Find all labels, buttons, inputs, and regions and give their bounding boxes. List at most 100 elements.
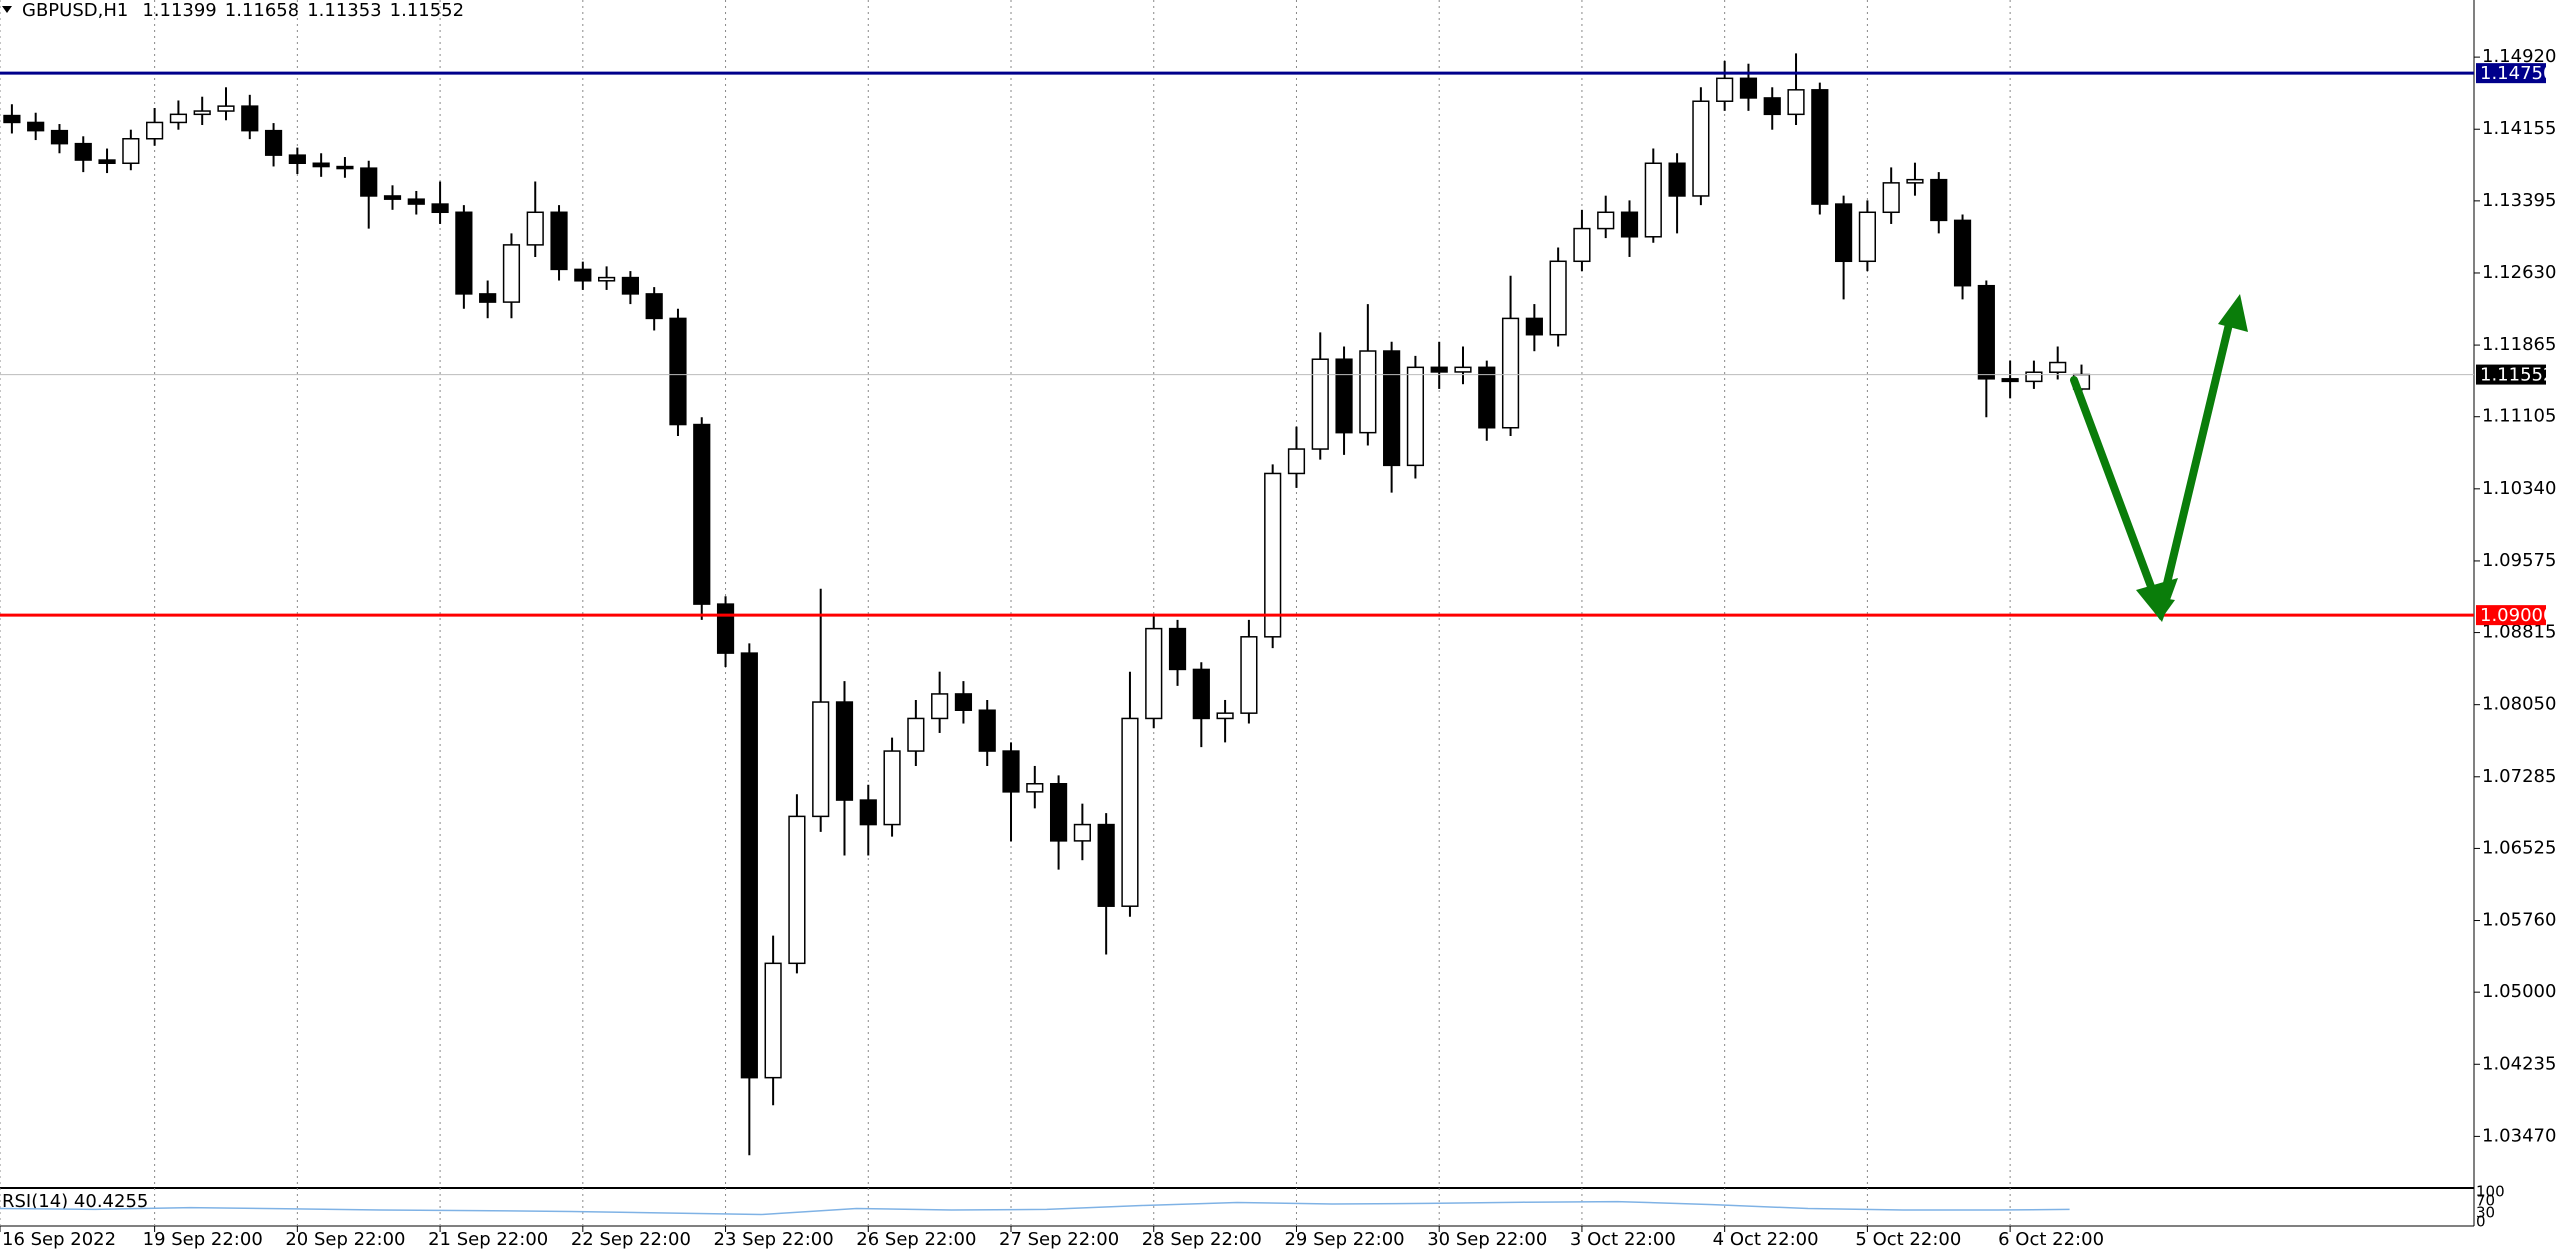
candle-body (1192, 668, 1210, 720)
x-tick-label: 6 Oct 22:00 (1998, 1229, 2104, 1250)
candle-body (1620, 211, 1639, 238)
candle-body (264, 129, 283, 156)
x-tick-label: 21 Sep 22:00 (428, 1229, 548, 1250)
y-tick-label: 1.07285 (2482, 766, 2556, 787)
open: 1.11399 (142, 0, 216, 21)
x-tick-label: 4 Oct 22:00 (1713, 1229, 1819, 1250)
candle-body (1335, 358, 1353, 434)
candle-body (1121, 717, 1139, 907)
candle-body (146, 121, 164, 140)
candle-body (835, 701, 854, 801)
candle-body (1644, 162, 1662, 238)
rsi-tick-label: 100 (2476, 1183, 2505, 1201)
candle-body (812, 701, 830, 818)
x-tick-label: 27 Sep 22:00 (999, 1229, 1119, 1250)
candle-body (407, 198, 425, 205)
candle-body (74, 142, 92, 161)
x-tick-label: 19 Sep 22:00 (143, 1229, 263, 1250)
candle-body (1549, 260, 1567, 336)
low: 1.11353 (307, 0, 381, 21)
y-tick-label: 1.06525 (2482, 837, 2556, 858)
candle-body (27, 121, 45, 132)
price-tag (2476, 63, 2546, 84)
candle-body (1953, 219, 1972, 287)
candle-body (455, 211, 473, 295)
candle-body (1216, 712, 1234, 720)
rsi-tick-label: 70 (2476, 1192, 2495, 1210)
x-tick-label: 22 Sep 22:00 (571, 1229, 691, 1250)
candle-body (1692, 100, 1710, 197)
y-tick-label: 1.05000 (2482, 981, 2556, 1002)
y-tick-label: 1.12630 (2482, 262, 2556, 283)
candle-body (693, 423, 711, 605)
y-tick-label: 1.08815 (2482, 622, 2556, 643)
candle-body (1478, 366, 1496, 429)
candle-body (2025, 371, 2043, 383)
candle-body (1811, 89, 1829, 205)
x-tick-label: 28 Sep 22:00 (1142, 1229, 1262, 1250)
x-tick-label: 26 Sep 22:00 (856, 1229, 976, 1250)
y-tick-label: 1.13395 (2482, 190, 2556, 211)
candle-body (1264, 472, 1282, 638)
x-tick-label: 29 Sep 22:00 (1284, 1229, 1404, 1250)
x-tick-label: 23 Sep 22:00 (714, 1229, 834, 1250)
candle-body (907, 717, 925, 752)
candle-body (621, 276, 639, 295)
candle-body (526, 211, 544, 246)
candle-body (1026, 783, 1044, 793)
candle-body (931, 693, 949, 720)
candle-body (122, 137, 140, 165)
price-tag-label: 1.14750 (2480, 63, 2554, 84)
y-tick-label: 1.08050 (2482, 694, 2556, 715)
candle-body (669, 317, 687, 426)
candle-body (1406, 366, 1425, 467)
symbol: GBPUSD,H1 (22, 0, 128, 21)
candle-body (954, 693, 973, 711)
candle-body (764, 962, 782, 1079)
y-tick-label: 1.05760 (2482, 910, 2556, 931)
candle-body (645, 293, 663, 320)
candle-body (1882, 182, 1900, 214)
candle-body (598, 276, 616, 282)
candle-body (1073, 823, 1091, 842)
candle-body (883, 750, 901, 826)
candle-body (1597, 211, 1615, 230)
rsi-tick-label: 0 (2476, 1213, 2486, 1231)
candle-body (98, 159, 116, 165)
candle-body (312, 162, 330, 168)
close: 1.11552 (390, 0, 464, 21)
candle-body (1359, 350, 1377, 434)
candle-body (1287, 448, 1306, 475)
candle-body (1716, 77, 1734, 102)
candle-body (193, 110, 211, 116)
header-icon (2, 6, 12, 13)
candle-body (1097, 823, 1115, 907)
header: GBPUSD,H1 1.11399 1.11658 1.11353 1.11552 (22, 0, 464, 21)
bid-tag-label: 1.11552 (2480, 365, 2554, 386)
candle-body (1763, 97, 1781, 116)
candle-body (978, 709, 996, 752)
candle-body (1002, 750, 1020, 793)
candle-body (550, 211, 568, 271)
candle-body (169, 113, 188, 124)
candle-body (1311, 358, 1329, 450)
candle-body (1906, 178, 1924, 184)
candle-body (1977, 284, 1995, 380)
candle-body (1454, 366, 1472, 373)
arrow-up (2159, 316, 2234, 604)
y-tick-label: 1.10340 (2482, 478, 2556, 499)
candle-body (1858, 211, 1876, 263)
candle-body (1049, 783, 1068, 842)
bid-tag (2476, 364, 2546, 385)
y-tick-label: 1.09575 (2482, 550, 2556, 571)
y-tick-label: 1.04235 (2482, 1053, 2556, 1074)
x-tick-label: 20 Sep 22:00 (285, 1229, 405, 1250)
forecast-arrows (2070, 294, 2248, 622)
candle-body (2049, 361, 2067, 373)
candle-body (1430, 366, 1448, 373)
high: 1.11658 (225, 0, 299, 21)
candle-body (3, 114, 21, 124)
candle-body (1145, 627, 1163, 720)
